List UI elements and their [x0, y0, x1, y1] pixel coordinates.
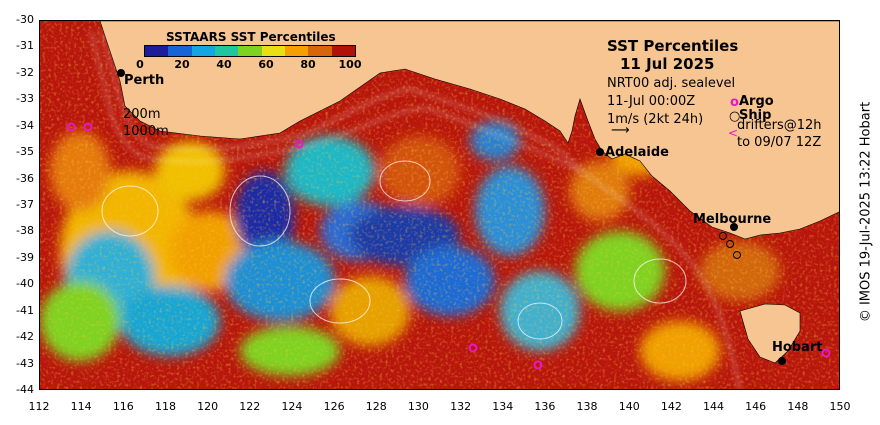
argo-float	[821, 348, 831, 358]
longitude-tick: 138	[576, 400, 598, 413]
color-bar-segment	[214, 46, 239, 56]
argo-floats	[66, 122, 831, 370]
latitude-tick: -37	[16, 198, 34, 211]
ship-legend-icon: ○	[729, 109, 741, 124]
longitude-tick: 112	[28, 400, 50, 413]
color-bar	[144, 45, 356, 57]
credit-text: © IMOS 19-Jul-2025 13:22 Hobart	[858, 101, 874, 323]
hobart-dot	[778, 357, 786, 365]
ship-marker	[719, 232, 727, 240]
contour-200-label: 200m	[123, 107, 161, 122]
longitude-tick: 132	[450, 400, 472, 413]
latitude-tick: -44	[16, 383, 34, 396]
map-date: 11 Jul 2025	[620, 55, 715, 73]
legend-title: SSTAARS SST Percentiles	[166, 30, 336, 44]
latitude-tick: -43	[16, 356, 34, 370]
melbourne-dot	[730, 223, 738, 231]
color-bar-segment	[284, 46, 309, 56]
latitude-tick: -39	[16, 250, 34, 264]
longitude-tick: 114	[70, 400, 92, 413]
longitude-tick: 142	[660, 400, 682, 413]
legend-tick: 60	[258, 58, 274, 71]
legend-tick: 80	[300, 58, 316, 71]
color-bar-segment	[331, 46, 355, 56]
color-bar-segment	[168, 46, 192, 56]
color-bar-segment	[145, 46, 169, 56]
legend-tick: 0	[136, 58, 144, 71]
color-bar-segment	[238, 46, 262, 56]
perth-dot	[117, 69, 125, 77]
drifter-legend-icon: <	[728, 126, 739, 140]
argo-legend-label: Argo	[739, 94, 774, 109]
argo-legend-icon: o	[730, 95, 739, 110]
argo-float	[294, 139, 304, 149]
longitude-tick: 128	[365, 400, 387, 413]
legend-tick: 100	[338, 58, 362, 71]
latitude-tick: -32	[16, 65, 34, 79]
latitude-tick: -41	[16, 303, 34, 317]
longitude-tick: 144	[703, 400, 725, 413]
argo-float	[66, 122, 76, 132]
latitude-tick: -38	[16, 224, 34, 238]
longitude-tick: 122	[239, 400, 261, 413]
valid-time: 11-Jul 00:00Z	[607, 94, 696, 109]
longitude-tick: 146	[745, 400, 767, 413]
vector-arrow-icon: ⟶	[611, 123, 630, 138]
argo-float	[83, 122, 93, 132]
latitude-tick: -30	[16, 13, 34, 26]
longitude-tick: 118	[154, 400, 176, 413]
longitude-tick: 136	[534, 400, 556, 413]
longitude-tick: 130	[407, 400, 429, 413]
place-perth: Perth	[124, 73, 165, 88]
ship-marker	[726, 240, 734, 248]
isobath-contours	[89, 30, 741, 389]
product-label: NRT00 adj. sealevel	[607, 76, 736, 91]
longitude-tick: 150	[829, 400, 851, 413]
latitude-tick: -36	[16, 171, 34, 185]
place-melbourne: Melbourne	[693, 212, 772, 227]
latitude-tick: -40	[16, 277, 34, 291]
argo-float	[468, 343, 478, 353]
legend-tick: 40	[216, 58, 232, 71]
longitude-tick: 120	[197, 400, 219, 413]
ship-markers	[719, 232, 741, 259]
color-bar-segment	[261, 46, 285, 56]
latitude-tick: -35	[16, 145, 34, 159]
map-title: SST Percentiles	[607, 37, 739, 55]
color-bar-segment	[191, 46, 215, 56]
latitude-tick: -34	[16, 118, 34, 132]
land-tasmania	[739, 303, 801, 364]
adelaide-dot	[596, 148, 604, 156]
longitude-tick: 124	[281, 400, 303, 413]
latitude-tick: -42	[16, 330, 34, 344]
latitude-tick: -31	[16, 39, 34, 53]
longitude-tick: 140	[618, 400, 640, 413]
map-area	[39, 20, 840, 390]
ship-marker	[733, 251, 741, 259]
longitude-tick: 148	[787, 400, 809, 413]
drifters-range: to 09/07 12Z	[737, 135, 822, 150]
drifters-label: drifters@12h	[737, 118, 822, 133]
longitude-tick: 126	[323, 400, 345, 413]
land-australia	[99, 21, 839, 240]
place-adelaide: Adelaide	[605, 145, 669, 160]
contour-1000-label: 1000m	[123, 124, 169, 139]
sst-map	[40, 21, 839, 389]
longitude-tick: 116	[112, 400, 134, 413]
ship-legend-label: Ship	[739, 108, 772, 123]
latitude-tick: -33	[16, 92, 34, 106]
argo-float	[533, 360, 543, 370]
vector-scale: 1m/s (2kt 24h)	[607, 112, 704, 127]
eddy-contours	[101, 160, 687, 340]
place-hobart: Hobart	[772, 340, 823, 355]
longitude-tick: 134	[492, 400, 514, 413]
color-bar-segment	[308, 46, 332, 56]
legend-tick: 20	[174, 58, 190, 71]
